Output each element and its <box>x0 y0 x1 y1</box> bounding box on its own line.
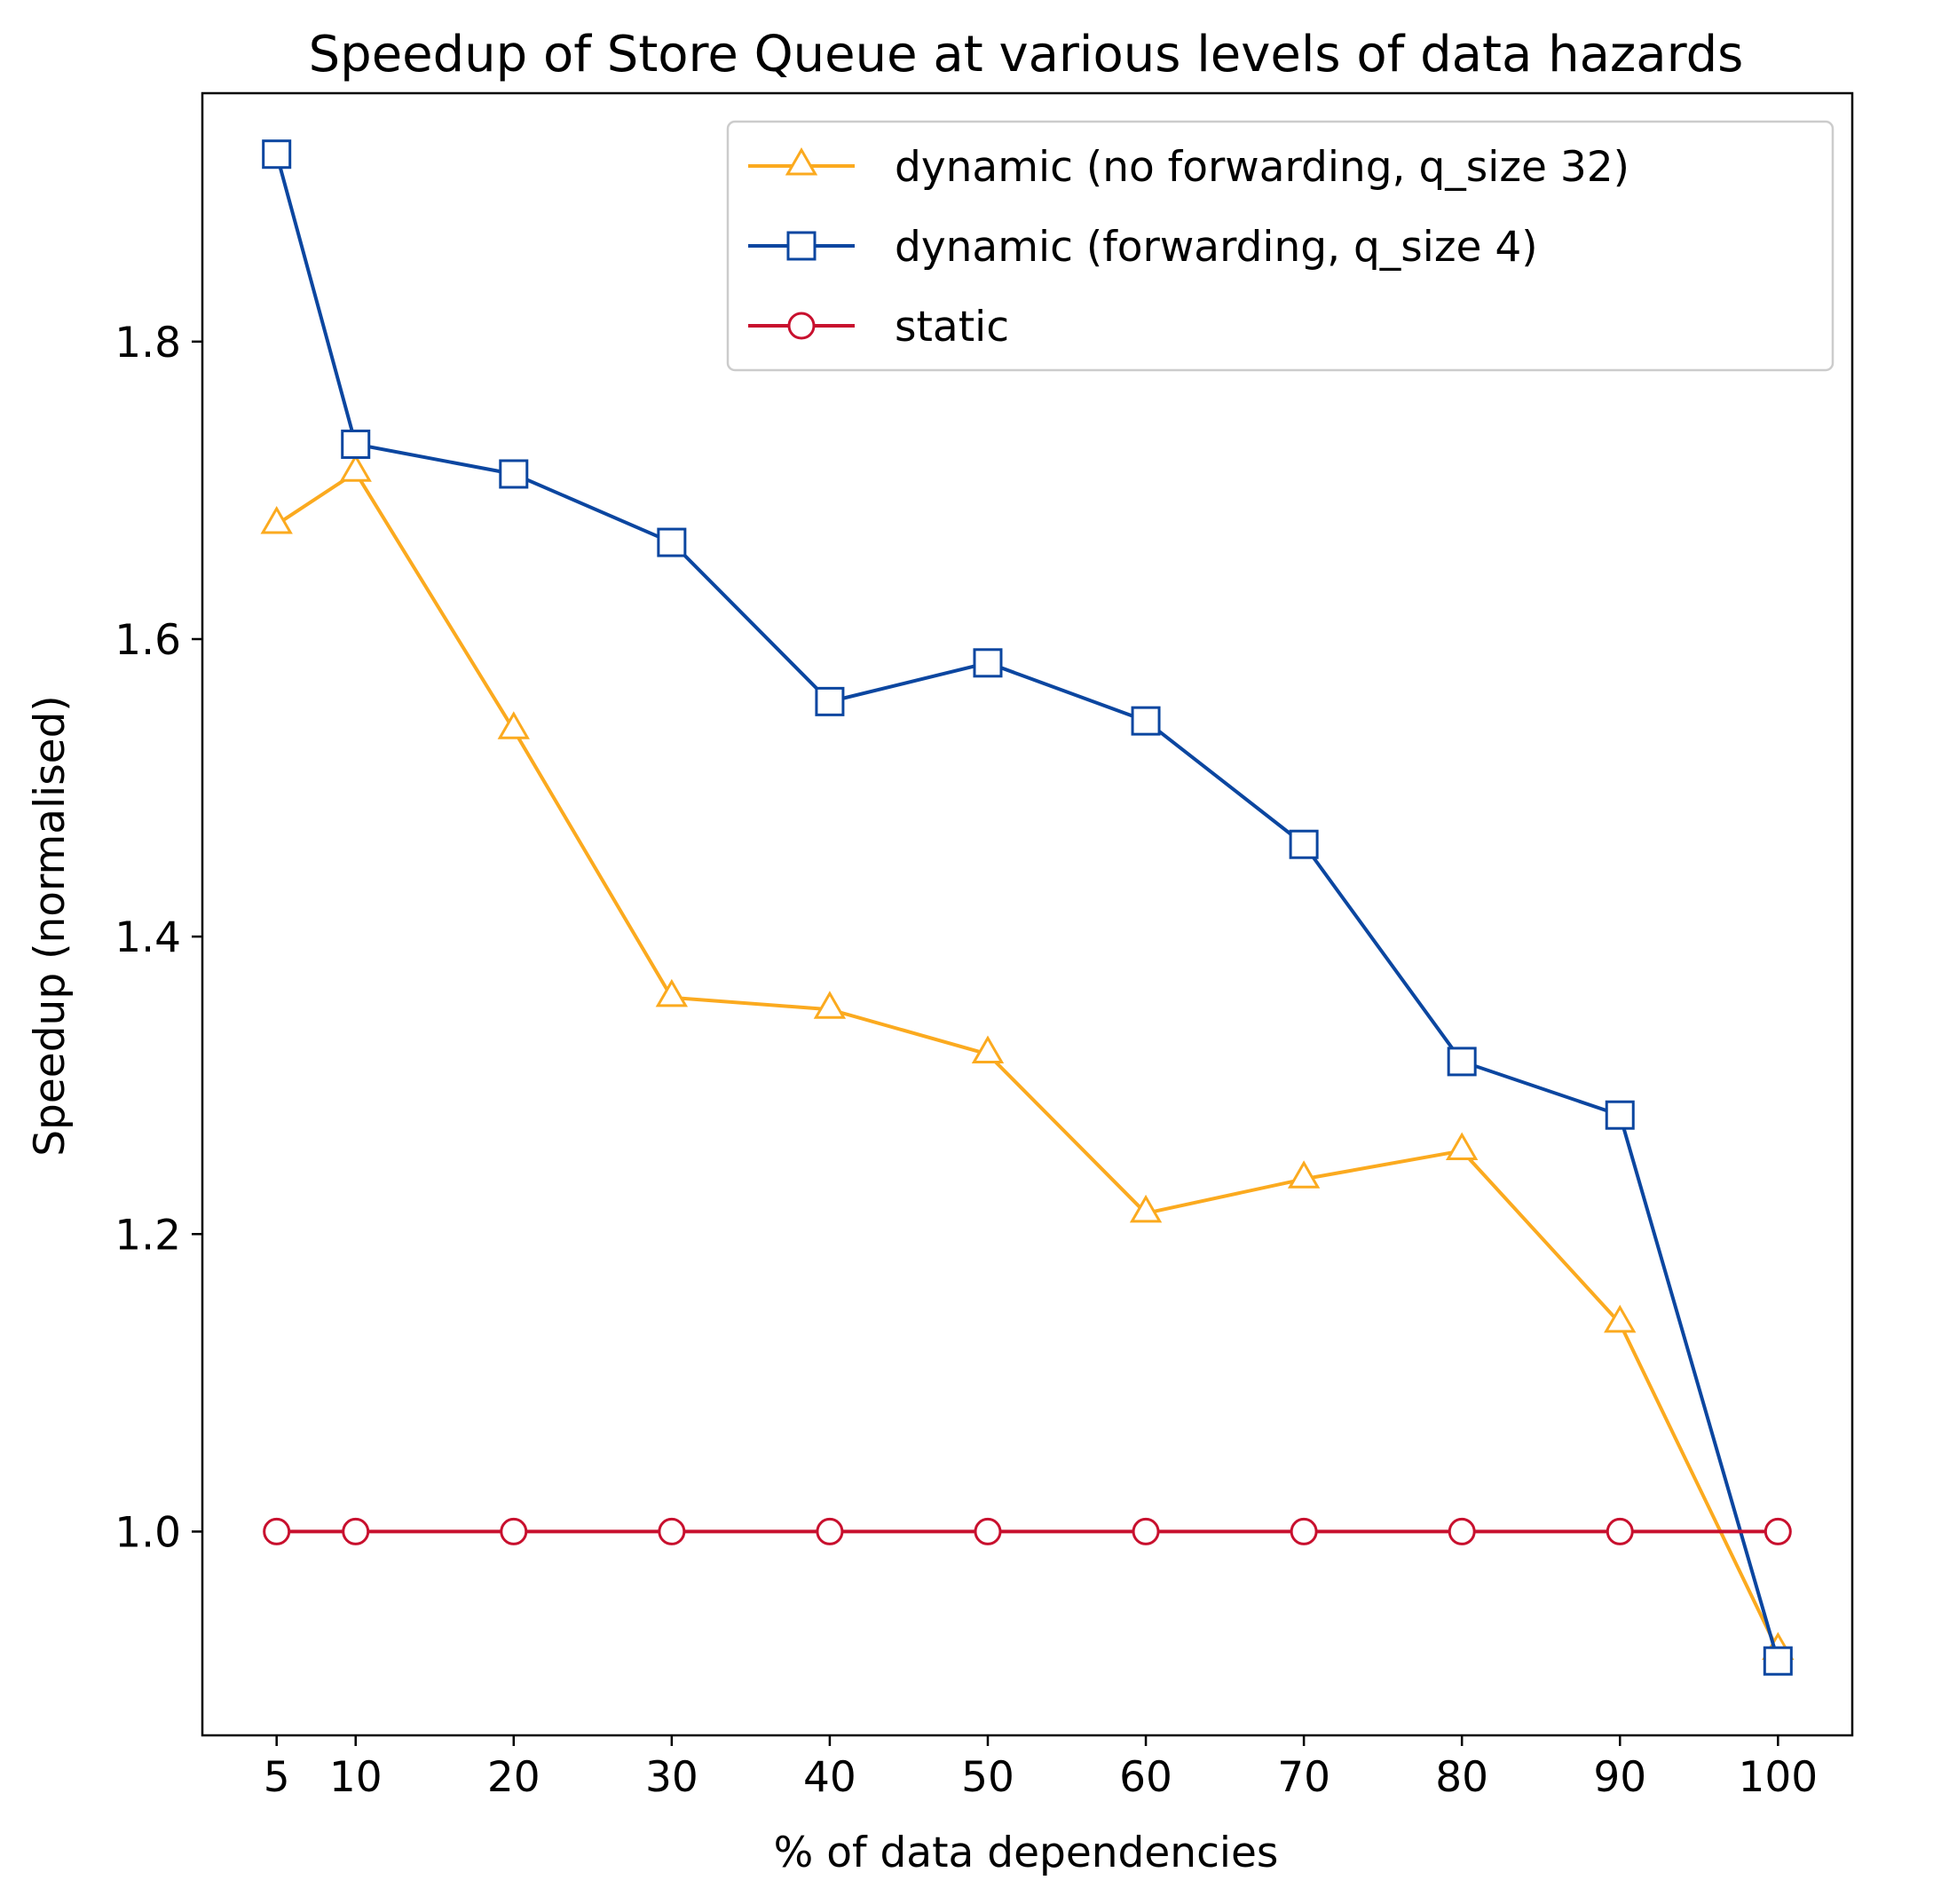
chart-title: Speedup of Store Queue at various levels… <box>309 26 1744 83</box>
data-point <box>339 454 372 482</box>
data-point <box>815 686 845 716</box>
x-axis-label: % of data dependencies <box>774 1829 1279 1877</box>
legend-label: dynamic (no forwarding, q_size 32) <box>895 143 1629 192</box>
data-point <box>1129 1194 1163 1223</box>
data-point <box>500 1517 528 1545</box>
x-tick-label: 10 <box>329 1753 383 1802</box>
series-line <box>274 154 1780 1662</box>
y-axis: 1.0 1.2 1.4 1.6 1.8 <box>114 319 202 1557</box>
data-point <box>1131 706 1161 736</box>
legend-marker <box>785 146 818 176</box>
plot-area <box>201 91 1854 1737</box>
data-point <box>499 459 529 489</box>
y-axis-label: Speedup (normalised) <box>26 695 75 1157</box>
data-point <box>1448 1517 1476 1545</box>
legend-marker <box>786 231 817 261</box>
data-point <box>816 1517 844 1545</box>
series-0 <box>260 454 1795 1660</box>
x-axis: 5 10 20 30 40 50 60 70 80 90 100 <box>264 1735 1818 1802</box>
data-point <box>1132 1517 1160 1545</box>
data-point <box>342 1517 370 1545</box>
legend-item: dynamic (no forwarding, q_size 32) <box>748 143 1629 192</box>
y-tick-label: 1.2 <box>114 1211 181 1260</box>
plot-frame <box>201 91 1854 1737</box>
x-tick-label: 40 <box>803 1753 856 1802</box>
data-point <box>260 505 293 534</box>
y-tick-label: 1.0 <box>114 1508 181 1557</box>
data-point <box>1763 1646 1793 1676</box>
data-point <box>1290 1517 1318 1545</box>
data-point <box>1287 1160 1321 1189</box>
legend-item: static <box>748 303 1009 352</box>
legend-item: dynamic (forwarding, q_size 4) <box>748 223 1538 272</box>
data-point <box>971 1035 1005 1064</box>
data-point <box>341 429 371 459</box>
x-tick-label: 20 <box>487 1753 541 1802</box>
data-point <box>1445 1132 1479 1160</box>
data-point <box>974 1517 1002 1545</box>
y-tick-label: 1.6 <box>114 616 181 665</box>
data-point <box>1447 1047 1477 1077</box>
x-tick-label: 5 <box>264 1753 290 1802</box>
data-point <box>1605 1100 1635 1130</box>
data-point <box>262 139 292 170</box>
series-line <box>275 470 1780 1652</box>
data-point <box>1606 1517 1634 1545</box>
legend-marker <box>787 312 816 340</box>
data-point <box>1764 1517 1792 1545</box>
legend-label: dynamic (forwarding, q_size 4) <box>895 223 1538 272</box>
y-tick-label: 1.4 <box>114 913 181 962</box>
x-tick-label: 100 <box>1738 1753 1818 1802</box>
x-tick-label: 70 <box>1277 1753 1330 1802</box>
data-point <box>973 648 1003 678</box>
data-point <box>1289 829 1319 859</box>
data-point <box>813 991 847 1019</box>
x-tick-label: 30 <box>645 1753 698 1802</box>
data-point <box>657 527 687 557</box>
data-point <box>263 1517 291 1545</box>
legend-frame <box>726 120 1835 372</box>
x-tick-label: 60 <box>1119 1753 1172 1802</box>
data-point <box>655 978 689 1007</box>
data-point <box>497 711 530 739</box>
y-tick-label: 1.8 <box>114 319 181 367</box>
legend-label: static <box>895 303 1009 352</box>
x-tick-label: 90 <box>1593 1753 1646 1802</box>
data-point <box>1604 1304 1637 1333</box>
x-tick-label: 50 <box>961 1753 1014 1802</box>
series-2 <box>263 1517 1792 1545</box>
legend: dynamic (no forwarding, q_size 32) dynami… <box>726 120 1835 372</box>
data-point <box>658 1517 686 1545</box>
x-tick-label: 80 <box>1435 1753 1488 1802</box>
series-1 <box>262 139 1793 1676</box>
